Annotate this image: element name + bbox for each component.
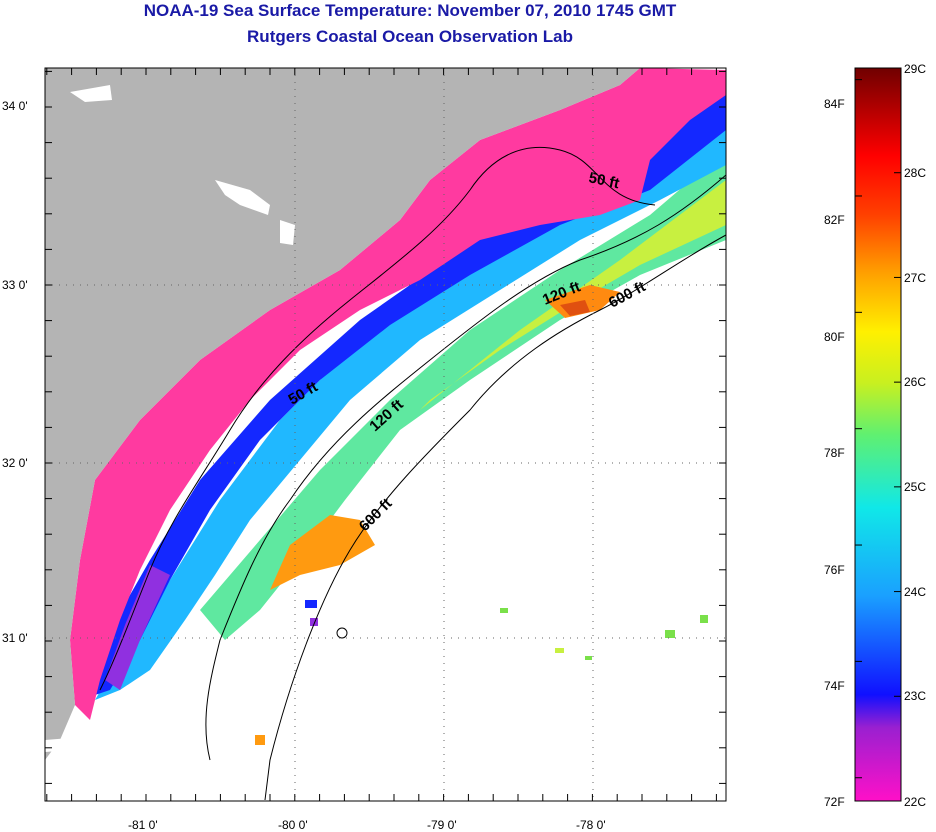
contour-label-50ft-north: 50 ft xyxy=(587,169,621,192)
contour-50ft xyxy=(99,146,656,691)
pixel-1 xyxy=(665,630,675,638)
cbar-c-26: 26C xyxy=(904,375,926,389)
cbar-c-22: 22C xyxy=(904,795,926,809)
cbar-f-76: 76F xyxy=(824,563,845,577)
lat-label-31: 31 0' xyxy=(2,631,28,645)
contour-islet xyxy=(336,627,348,639)
graticule xyxy=(45,68,726,801)
colorbar xyxy=(854,67,902,802)
cold-blue-band xyxy=(95,90,726,695)
lon-label-78: -78 0' xyxy=(576,818,606,832)
cloud-1 xyxy=(70,85,112,102)
pixel-4 xyxy=(585,656,592,660)
cbar-c-28: 28C xyxy=(904,166,926,180)
cbar-f-72: 72F xyxy=(824,795,845,809)
land xyxy=(45,68,640,760)
red-patch-north xyxy=(560,300,590,316)
lon-label-80: -80 0' xyxy=(278,818,308,832)
cbar-c-29: 29C xyxy=(904,62,926,76)
lat-label-33: 33 0' xyxy=(2,278,28,292)
pixel-8 xyxy=(700,615,708,623)
lon-label-79: -79 0' xyxy=(427,818,457,832)
cloud-2 xyxy=(215,180,270,215)
cbar-c-24: 24C xyxy=(904,585,926,599)
cyan-band xyxy=(95,95,726,700)
lat-label-34: 34 0' xyxy=(2,99,28,113)
cbar-c-27: 27C xyxy=(904,271,926,285)
map-frame xyxy=(44,67,727,802)
cbar-f-78: 78F xyxy=(824,446,845,460)
pixel-3 xyxy=(555,648,564,653)
orange-patch-south xyxy=(270,515,375,590)
pixel-2 xyxy=(500,608,508,613)
cbar-f-82: 82F xyxy=(824,213,845,227)
title-line-1: NOAA-19 Sea Surface Temperature: Novembe… xyxy=(143,1,677,20)
contour-120ft xyxy=(205,174,726,761)
cbar-f-84: 84F xyxy=(824,97,845,111)
pixel-7 xyxy=(310,618,318,626)
colorbar-ticks xyxy=(855,67,901,802)
nearshore-shelf xyxy=(70,68,726,720)
contour-600ft xyxy=(264,234,726,801)
cbar-f-80: 80F xyxy=(824,330,845,344)
lon-label-81: -81 0' xyxy=(128,818,158,832)
warm-band-yellow xyxy=(350,180,726,480)
purple-fringe xyxy=(105,565,170,690)
cbar-c-25: 25C xyxy=(904,480,926,494)
lat-label-32: 32 0' xyxy=(2,456,28,470)
cloud-3 xyxy=(280,220,295,245)
axis-ticks xyxy=(45,68,726,801)
pixel-5 xyxy=(255,735,265,745)
cloud-4 xyxy=(45,738,72,752)
title-line-2: Rutgers Coastal Ocean Observation Lab xyxy=(247,27,573,46)
pixel-6 xyxy=(305,600,317,608)
cbar-f-74: 74F xyxy=(824,679,845,693)
cbar-c-23: 23C xyxy=(904,689,926,703)
